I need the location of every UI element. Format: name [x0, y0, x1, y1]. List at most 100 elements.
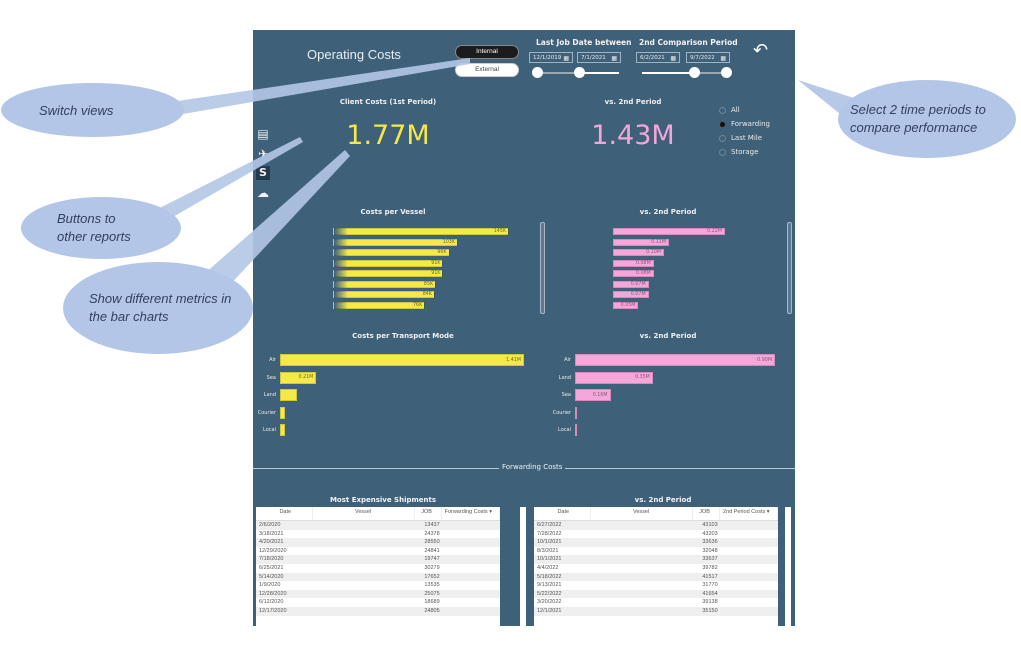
calendar-icon[interactable]: ▦: [670, 55, 676, 62]
undo-arrow-icon[interactable]: ↶: [753, 40, 769, 61]
table-row[interactable]: 4/4/2022 39782: [534, 564, 778, 573]
calendar-icon[interactable]: ▦: [720, 55, 726, 62]
table-row[interactable]: 6/25/2021 30279: [256, 564, 500, 573]
table-row[interactable]: 12/1/2021 35150: [534, 606, 778, 616]
table-row[interactable]: 1/9/2020 13535: [256, 581, 500, 590]
vessel-vs-chart-scrollbar[interactable]: [787, 222, 792, 314]
table1-scrollbar[interactable]: [520, 507, 526, 626]
period1-end-handle[interactable]: [574, 67, 585, 78]
table-cell: 25075: [424, 590, 440, 597]
table-row[interactable]: 3/20/2022 39138: [534, 598, 778, 607]
column-header[interactable]: Vessel: [313, 507, 415, 520]
bar[interactable]: [613, 228, 725, 235]
table-row[interactable]: 3/18/2021 24378: [256, 530, 500, 539]
column-header[interactable]: Date: [534, 507, 591, 520]
period2-start-date[interactable]: 6/2/2021 ▦: [636, 52, 680, 63]
bar[interactable]: [575, 389, 611, 401]
bar[interactable]: [333, 291, 435, 298]
table-row[interactable]: 9/13/2021 31770: [534, 581, 778, 590]
bar[interactable]: [613, 301, 639, 309]
bar[interactable]: [333, 228, 509, 235]
metric-option-last-mile[interactable]: Last Mile: [719, 131, 770, 145]
table-row[interactable]: 5/18/2022 41517: [534, 572, 778, 582]
table-row[interactable]: 8/3/2021 32048: [534, 547, 778, 556]
metric-option-forwarding[interactable]: Forwarding: [719, 117, 770, 131]
column-header[interactable]: JOB: [415, 507, 442, 520]
bar[interactable]: [333, 280, 437, 288]
view-toggle-internal[interactable]: Internal: [455, 45, 519, 59]
bar[interactable]: [333, 259, 444, 267]
bar-data-label: 0.35M: [634, 375, 650, 380]
period1-start-handle[interactable]: [532, 67, 543, 78]
bar[interactable]: [575, 354, 775, 366]
bar[interactable]: [575, 406, 578, 419]
period2-end-handle[interactable]: [721, 67, 732, 78]
metric-option-storage[interactable]: Storage: [719, 145, 770, 159]
period1-end-date[interactable]: 7/1/2021 ▦: [577, 52, 621, 63]
table-cell: 28550: [424, 539, 440, 546]
document-icon[interactable]: ▤: [257, 127, 269, 141]
table-cell: 39782: [702, 564, 718, 571]
table-row[interactable]: 10/1/2021 33637: [534, 555, 778, 564]
table-cell: 12/28/2020: [259, 590, 287, 597]
period2-start-handle[interactable]: [689, 67, 700, 78]
period1-start-value: 12/1/2019: [533, 55, 562, 61]
bar[interactable]: [280, 371, 317, 384]
calendar-icon[interactable]: ▦: [611, 55, 617, 62]
table2-scrollbar[interactable]: [785, 507, 791, 626]
column-header[interactable]: 2nd Period Costs ▾: [720, 507, 778, 520]
table-row[interactable]: 6/27/2022 43103: [534, 521, 778, 530]
bar[interactable]: [333, 249, 450, 256]
table-row[interactable]: 6/12/2020 18689: [256, 598, 500, 607]
calendar-icon[interactable]: ▦: [563, 55, 569, 62]
bar[interactable]: [613, 270, 654, 277]
period2-end-date[interactable]: 9/7/2022 ▦: [686, 52, 730, 63]
radio-button[interactable]: [719, 106, 726, 114]
bar[interactable]: [280, 389, 298, 401]
bar[interactable]: [575, 424, 578, 436]
table-row[interactable]: 5/14/2020 17652: [256, 572, 500, 582]
view-toggle-external[interactable]: External: [455, 63, 519, 77]
bar[interactable]: [280, 406, 286, 419]
bar[interactable]: [333, 270, 444, 277]
table-row[interactable]: 12/28/2020 25075: [256, 589, 500, 599]
bar-data-label: 76K: [412, 302, 423, 308]
table-row[interactable]: 10/1/2021 33636: [534, 538, 778, 547]
table-cell: 13535: [424, 582, 440, 589]
bar[interactable]: [613, 238, 669, 246]
table-cell: 43203: [702, 530, 718, 537]
column-header[interactable]: Forwarding Costs ▾: [442, 507, 500, 520]
bar[interactable]: [613, 249, 664, 256]
airplane-icon[interactable]: ✈: [257, 147, 269, 161]
dollar-icon[interactable]: S: [256, 166, 270, 180]
bar[interactable]: [613, 291, 649, 298]
table-row[interactable]: 5/22/2022 41654: [534, 589, 778, 599]
cloud-icon[interactable]: ☁: [257, 186, 269, 200]
bar[interactable]: [575, 371, 653, 384]
table-row[interactable]: 4/20/2021 28550: [256, 538, 500, 547]
bar[interactable]: [613, 280, 649, 288]
bar[interactable]: [280, 424, 286, 436]
kpi2-value: 1.43M: [591, 120, 675, 151]
column-header[interactable]: Vessel: [591, 507, 693, 520]
radio-button-selected[interactable]: [719, 120, 726, 128]
bar[interactable]: [333, 238, 459, 246]
bar[interactable]: [613, 259, 654, 267]
table-row[interactable]: 2/6/2020 13437: [256, 521, 500, 530]
bar[interactable]: [280, 354, 524, 366]
table-row[interactable]: 12/29/2020 24841: [256, 547, 500, 556]
column-header[interactable]: Date: [256, 507, 313, 520]
period1-start-date[interactable]: 12/1/2019 ▦: [529, 52, 573, 63]
metric-option-all[interactable]: All: [719, 103, 770, 117]
table-row[interactable]: 7/28/2022 43203: [534, 530, 778, 539]
category-label: Air: [269, 357, 276, 363]
metric-selector: All Forwarding Last Mile Storage: [719, 103, 770, 159]
vessel-chart-scrollbar[interactable]: [540, 222, 545, 314]
table-row[interactable]: 7/18/2020 19747: [256, 555, 500, 564]
bar[interactable]: [333, 301, 426, 309]
radio-button[interactable]: [719, 134, 726, 142]
table-header: Date Vessel JOB 2nd Period Costs ▾: [534, 507, 778, 521]
radio-button[interactable]: [719, 148, 726, 156]
column-header[interactable]: JOB: [693, 507, 720, 520]
table-row[interactable]: 12/17/2020 24805: [256, 606, 500, 616]
